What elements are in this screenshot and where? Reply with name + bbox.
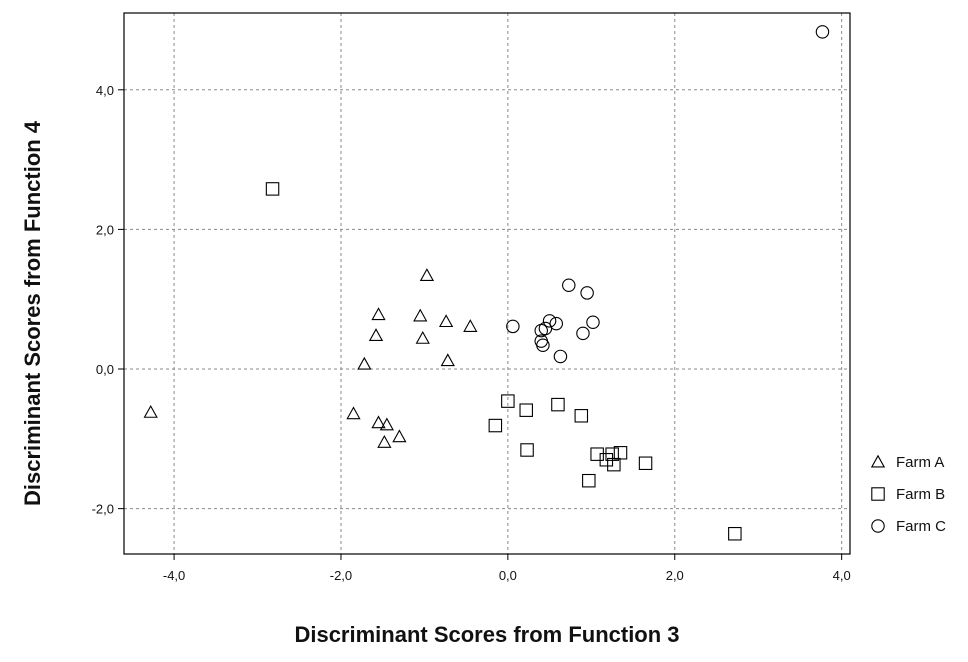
farm-a-point	[463, 319, 478, 332]
farm-a-point	[143, 404, 158, 418]
farm-b-point	[590, 447, 604, 461]
legend-farm-a-label: Farm A	[896, 454, 944, 471]
farm-a-point	[438, 314, 454, 328]
farm-a-point	[440, 353, 455, 367]
farm-c-point	[549, 316, 564, 331]
farm-c-point	[580, 286, 594, 300]
farm-a-point	[346, 406, 361, 420]
legend: Farm A Farm B Farm C	[870, 454, 946, 535]
farm-a-point	[357, 356, 372, 370]
x-axis-title: Discriminant Scores from Function 3	[294, 622, 679, 647]
farm-a-point	[371, 307, 386, 321]
x-tick-label: 0,0	[499, 568, 517, 583]
farm-c-point	[506, 319, 520, 334]
farm-b-point	[638, 456, 653, 471]
farm-b-point	[488, 418, 503, 433]
grid-lines	[124, 13, 850, 554]
farm-b-point	[501, 394, 515, 408]
farm-c-point	[536, 338, 550, 353]
y-tick-label: 0,0	[96, 362, 114, 377]
farm-b-point	[574, 409, 589, 423]
farm-b-point	[520, 443, 534, 457]
farm-c-point	[815, 25, 830, 39]
farm-b-point	[605, 447, 619, 461]
legend-farm-a-marker	[870, 454, 886, 468]
farm-c-point	[562, 278, 576, 292]
legend-farm-b-label: Farm B	[896, 486, 945, 503]
farm-c-point	[576, 326, 590, 341]
y-tick-label: 2,0	[96, 222, 114, 237]
legend-farm-c-marker	[871, 519, 885, 533]
farm-a-point	[379, 417, 394, 431]
farm-b-point	[582, 473, 596, 488]
y-tick-label: -2,0	[92, 502, 114, 517]
legend-farm-c-label: Farm C	[896, 518, 946, 535]
farm-b-point	[728, 527, 742, 541]
farm-b-point	[613, 446, 628, 460]
farm-a-point	[368, 328, 384, 342]
x-tick-label: -2,0	[330, 568, 352, 583]
x-tick-label: -4,0	[163, 568, 185, 583]
farm-a-point	[413, 308, 428, 322]
data-points	[143, 25, 830, 541]
farm-b-point	[551, 397, 565, 412]
y-tick-label: 4,0	[96, 83, 114, 98]
farm-b-point	[519, 403, 533, 417]
farm-c-point	[586, 315, 600, 329]
plot-frame	[123, 12, 851, 555]
legend-farm-b-marker	[871, 487, 885, 501]
farm-a-point	[392, 429, 407, 443]
x-tick-label: 2,0	[666, 568, 684, 583]
axis-ticks: -4,0 -2,0 0,0 2,0 4,0 -2,0 0,0 2,0 4,0	[92, 83, 851, 583]
x-tick-label: 4,0	[833, 568, 851, 583]
farm-a-point	[377, 434, 392, 448]
farm-a-point	[415, 330, 430, 344]
farm-c-point	[553, 349, 568, 364]
farm-a-point	[419, 268, 435, 281]
farm-a-point	[371, 415, 386, 429]
farm-b-point	[265, 182, 280, 196]
farm-c-point	[542, 314, 557, 328]
y-axis-title: Discriminant Scores from Function 4	[20, 120, 45, 506]
